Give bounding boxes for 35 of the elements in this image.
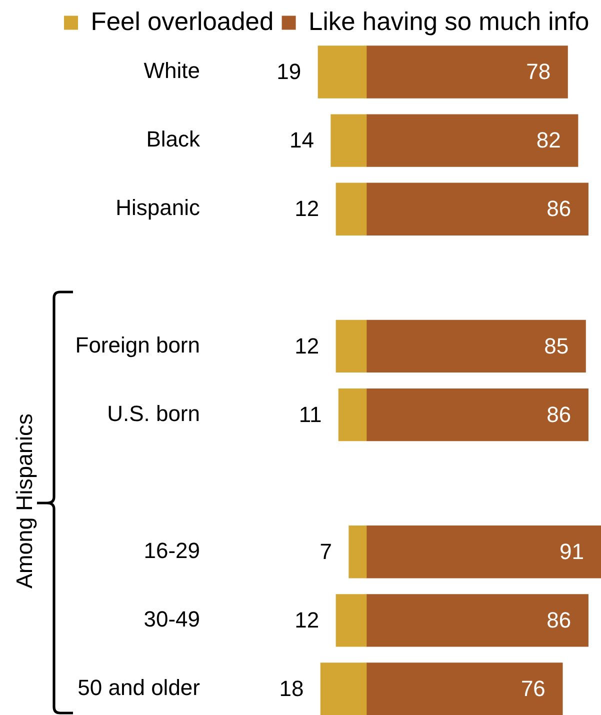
data-label: 7	[320, 538, 332, 564]
bar	[348, 526, 367, 578]
data-label: 91	[560, 538, 584, 564]
bar	[338, 388, 367, 442]
y-tick-label: 50 and older	[78, 675, 200, 700]
bar	[336, 182, 367, 236]
data-label: 18	[279, 676, 304, 702]
y-tick-label: Black	[146, 126, 201, 152]
data-label: 86	[546, 402, 572, 427]
data-label: 86	[546, 196, 572, 222]
y-tick-label: U.S. born	[107, 400, 200, 426]
bar	[336, 320, 367, 373]
data-label: 12	[294, 196, 320, 222]
bar	[318, 46, 367, 98]
data-label: 86	[546, 608, 572, 633]
legend-label: Like having so much info	[308, 8, 590, 36]
legend-label: Feel overloaded	[90, 8, 274, 36]
data-label: 82	[536, 128, 561, 153]
y-tick-label: 30-49	[144, 606, 200, 632]
y-tick-label: White	[144, 58, 200, 84]
data-label: 14	[290, 128, 314, 153]
y-tick-label: Hispanic	[116, 195, 200, 220]
data-label: 85	[544, 333, 569, 358]
data-label: 19	[276, 59, 302, 84]
data-label: 11	[298, 402, 322, 427]
y-tick-label: Foreign born	[75, 332, 200, 358]
bar	[336, 594, 367, 647]
data-label: 76	[520, 676, 546, 702]
y-tick-label: 16-29	[144, 538, 200, 563]
bar	[330, 114, 367, 167]
data-label: 78	[526, 59, 551, 84]
data-label: 12	[294, 333, 320, 358]
text: Among Hispanics	[12, 413, 38, 589]
bar	[320, 662, 367, 715]
data-label: 12	[294, 608, 320, 633]
